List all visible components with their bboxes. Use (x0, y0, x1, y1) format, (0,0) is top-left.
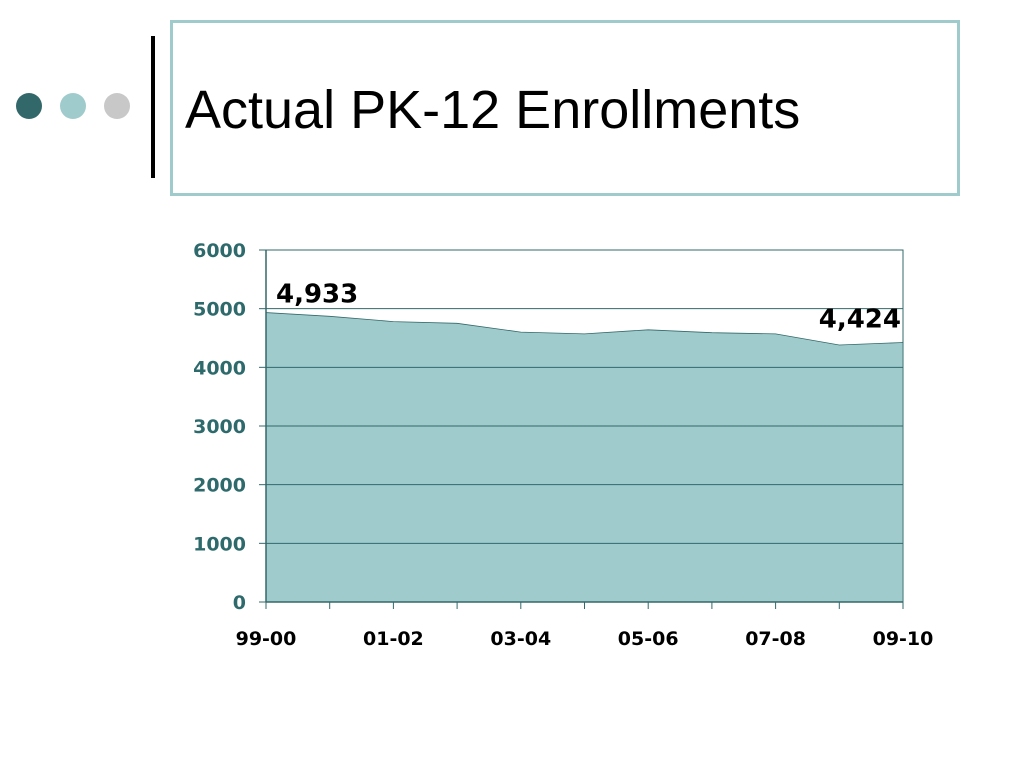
decorative-dots (16, 93, 136, 119)
x-tick-label: 09-10 (873, 628, 934, 650)
title-divider (151, 36, 155, 178)
x-tick-label: 05-06 (618, 628, 679, 650)
y-tick-label: 0 (233, 592, 246, 614)
x-tick-label: 01-02 (363, 628, 424, 650)
dot-light (60, 93, 86, 119)
x-tick-label: 99-00 (236, 628, 297, 650)
y-tick-label: 5000 (193, 299, 246, 321)
dot-gray (104, 93, 130, 119)
dot-dark (16, 93, 42, 119)
y-tick-label: 2000 (193, 475, 246, 497)
title-box: Actual PK-12 Enrollments (170, 20, 960, 196)
series-area (265, 312, 904, 603)
x-tick-label: 03-04 (490, 628, 551, 650)
data-label: 4,933 (276, 280, 358, 310)
y-tick-label: 4000 (193, 357, 246, 379)
x-tick-label: 07-08 (745, 628, 806, 650)
y-tick-label: 6000 (193, 240, 246, 262)
y-tick-label: 3000 (193, 416, 246, 438)
slide-title: Actual PK-12 Enrollments (185, 80, 801, 140)
y-tick-label: 1000 (193, 533, 246, 555)
data-label: 4,424 (819, 304, 901, 334)
